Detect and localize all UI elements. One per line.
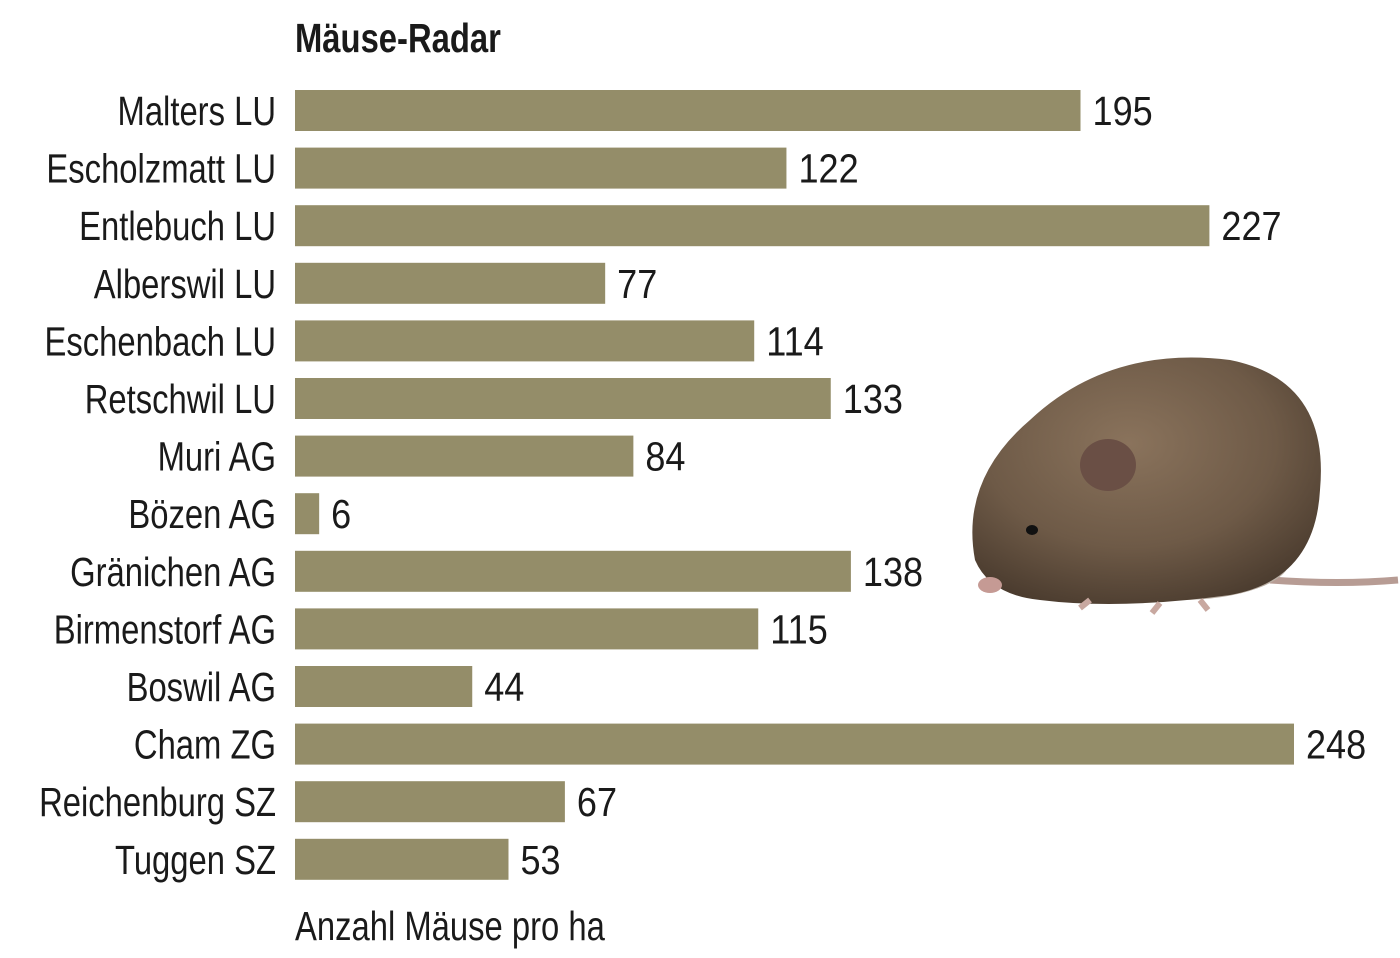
bar (295, 493, 320, 535)
bar-row: Tuggen SZ 53 (115, 836, 561, 883)
category-label: Cham ZG (134, 721, 276, 767)
category-label: Reichenburg SZ (39, 779, 276, 825)
bar-row: Entlebuch LU 227 (79, 203, 1281, 250)
bar-row: Retschwil LU 133 (85, 375, 903, 422)
value-label: 67 (577, 780, 617, 826)
bar (295, 666, 473, 707)
value-label: 53 (520, 838, 560, 884)
bar (295, 723, 1294, 765)
bar-row: Malters LU 195 (118, 87, 1153, 134)
category-label: Entlebuch LU (79, 203, 276, 249)
bar (295, 90, 1081, 131)
category-label: Boswil AG (127, 663, 276, 709)
category-label: Muri AG (158, 433, 276, 479)
bar (295, 838, 509, 880)
value-label: 44 (484, 665, 524, 711)
value-label: 133 (843, 377, 903, 423)
value-label: 77 (617, 262, 657, 308)
value-label: 6 (331, 492, 351, 538)
value-label: 227 (1221, 204, 1281, 250)
bar-row: Escholzmatt LU 122 (46, 145, 858, 192)
category-label: Retschwil LU (85, 375, 276, 421)
bar-row: Eschenbach LU 114 (45, 318, 824, 365)
value-label: 138 (863, 550, 923, 596)
bar-row: Alberswil LU 77 (94, 260, 658, 307)
category-label: Alberswil LU (94, 260, 276, 306)
bar (295, 262, 606, 304)
bar (295, 320, 755, 362)
bar-row: Bözen AG 6 (128, 491, 351, 538)
category-label: Eschenbach LU (45, 318, 276, 364)
bar (295, 378, 831, 419)
bar-row: Reichenburg SZ 67 (39, 779, 617, 826)
category-label: Tuggen SZ (115, 836, 276, 882)
bar-row: Gränichen AG 138 (70, 548, 923, 595)
bar (295, 147, 787, 189)
chart-title: Mäuse-Radar (295, 14, 501, 60)
bar (295, 608, 759, 650)
mouse-image (972, 357, 1399, 615)
bar (295, 205, 1210, 247)
bar-row: Birmenstorf AG 115 (54, 606, 828, 653)
value-label: 114 (766, 319, 824, 365)
category-label: Escholzmatt LU (46, 145, 276, 191)
x-axis-label: Anzahl Mäuse pro ha (295, 902, 605, 948)
category-label: Bözen AG (128, 491, 276, 537)
category-label: Gränichen AG (70, 548, 276, 594)
value-label: 248 (1306, 723, 1366, 769)
category-label: Birmenstorf AG (54, 606, 276, 652)
value-label: 84 (645, 435, 685, 481)
bar (295, 550, 851, 592)
bar (295, 781, 565, 823)
value-label: 195 (1093, 89, 1153, 135)
bar-row: Boswil AG 44 (127, 663, 525, 710)
bar (295, 435, 634, 477)
bar-row: Cham ZG 248 (134, 721, 1366, 768)
value-label: 122 (798, 147, 858, 193)
value-label: 115 (770, 607, 828, 653)
bar-row: Muri AG 84 (158, 433, 686, 480)
category-label: Malters LU (118, 87, 276, 133)
